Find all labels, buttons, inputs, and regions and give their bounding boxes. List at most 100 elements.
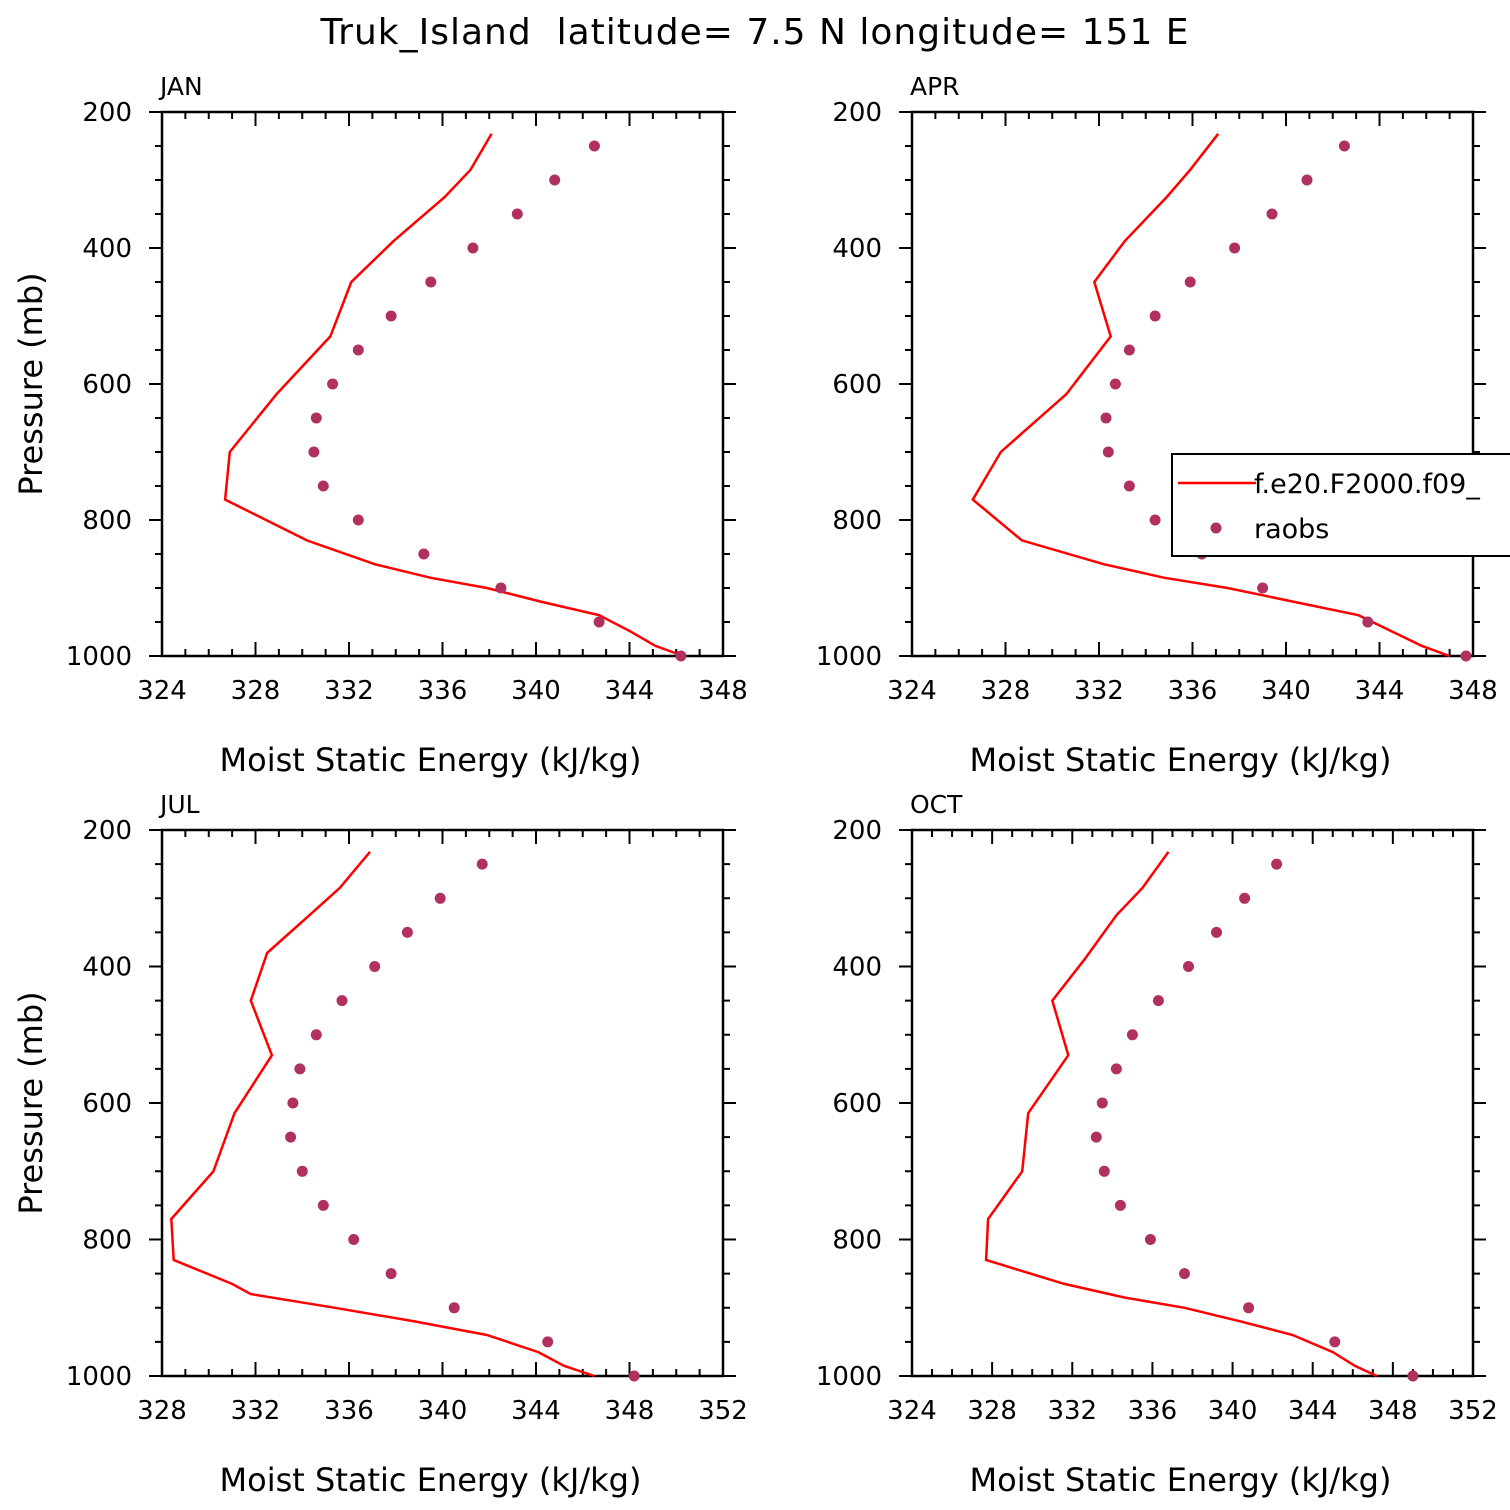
raobs-point: [1362, 616, 1374, 628]
raobs-point: [1301, 174, 1313, 186]
x-tick-label: 344: [511, 1396, 561, 1426]
raobs-point: [294, 1063, 306, 1075]
legend-box: [1171, 453, 1510, 557]
raobs-point: [287, 1097, 299, 1109]
x-tick-label: 332: [231, 1396, 281, 1426]
raobs-point: [1149, 514, 1161, 526]
legend: f.e20.F2000.f09_raobs: [1171, 453, 1510, 557]
x-tick-label: 328: [967, 1396, 1017, 1426]
series-line-model: [984, 851, 1378, 1378]
figure-title: Truk_Island latitude= 7.5 N longitude= 1…: [320, 12, 1190, 53]
x-tick-label: 332: [324, 676, 374, 706]
y-tick-label: 800: [82, 1226, 132, 1256]
raobs-point: [1338, 140, 1350, 152]
raobs-point: [308, 446, 320, 458]
y-tick-label: 800: [82, 506, 132, 536]
raobs-point: [327, 378, 339, 390]
x-tick-label: 324: [887, 1396, 937, 1426]
x-tick-label: 336: [324, 1396, 374, 1426]
panel-label: APR: [910, 72, 960, 101]
y-tick-label: 400: [832, 953, 882, 983]
x-tick-label: 340: [1261, 676, 1311, 706]
raobs-point: [511, 208, 523, 220]
raobs-point: [476, 858, 488, 870]
raobs-point: [1100, 412, 1112, 424]
raobs-point: [352, 514, 364, 526]
y-tick-label: 800: [832, 506, 882, 536]
x-tick-label: 336: [1128, 1396, 1178, 1426]
raobs-point: [348, 1234, 360, 1245]
y-tick-label: 1000: [66, 1362, 132, 1392]
raobs-point: [1098, 1165, 1110, 1177]
x-tick-label: 336: [418, 676, 468, 706]
x-tick-label: 344: [1355, 676, 1405, 706]
raobs-point: [1407, 1370, 1419, 1382]
y-tick-label: 600: [82, 370, 132, 400]
raobs-point: [385, 310, 397, 322]
raobs-point: [1257, 582, 1269, 594]
raobs-point: [1102, 446, 1114, 458]
x-tick-label: 348: [1368, 1396, 1418, 1426]
raobs-point: [310, 1029, 322, 1041]
y-tick-label: 200: [832, 98, 882, 128]
raobs-point: [1126, 1029, 1138, 1041]
raobs-point: [385, 1268, 397, 1280]
raobs-point: [549, 174, 561, 186]
plot-frame: [160, 828, 725, 1378]
raobs-point: [448, 1302, 460, 1314]
x-tick-label: 348: [1448, 676, 1498, 706]
raobs-point: [296, 1165, 308, 1177]
raobs-point: [1266, 208, 1278, 220]
raobs-point: [1144, 1234, 1156, 1245]
panel-oct: OCT 324 328 332 336 340 344 348 352 200 400 600 800 1…: [816, 790, 1498, 1499]
y-tick-label: 400: [82, 953, 132, 983]
y-tick-label: 1000: [816, 1362, 882, 1392]
y-tick-label: 400: [832, 234, 882, 264]
raobs-point: [401, 926, 413, 938]
x-tick-label: 344: [605, 676, 655, 706]
raobs-point: [425, 276, 437, 288]
x-tick-label: 328: [137, 1396, 187, 1426]
y-axis-label: Pressure (mb): [12, 272, 50, 495]
raobs-point: [369, 961, 381, 972]
panel-label: JAN: [158, 72, 203, 101]
raobs-point: [310, 412, 322, 424]
x-tick-label: 348: [698, 676, 748, 706]
raobs-point: [1211, 926, 1222, 938]
x-tick-label: 328: [231, 676, 281, 706]
legend-marker-swatch: [1210, 522, 1222, 534]
legend-label-model: f.e20.F2000.f09_: [1254, 469, 1480, 500]
raobs-point: [1183, 961, 1194, 972]
raobs-point: [495, 582, 507, 594]
x-tick-label: 332: [1074, 676, 1124, 706]
raobs-point: [1239, 892, 1251, 904]
raobs-point: [1179, 1268, 1190, 1280]
x-axis-label: Moist Static Energy (kJ/kg): [220, 741, 642, 779]
raobs-point: [317, 1199, 329, 1211]
raobs-point: [1229, 242, 1241, 254]
raobs-point: [588, 140, 600, 152]
x-tick-label: 324: [137, 676, 187, 706]
raobs-point: [434, 892, 446, 904]
x-axis-label: Moist Static Energy (kJ/kg): [970, 1461, 1392, 1499]
raobs-point: [317, 480, 329, 492]
plot-frame: [910, 110, 1475, 658]
x-tick-label: 340: [511, 676, 561, 706]
x-tick-label: 348: [605, 1396, 655, 1426]
raobs-point: [418, 548, 430, 560]
raobs-point: [1460, 650, 1472, 662]
y-tick-label: 600: [832, 1089, 882, 1119]
panel-jan: JAN 324 328 332 336 340 344 348 200 400 600 800 1000…: [12, 72, 748, 779]
raobs-point: [1243, 1302, 1255, 1314]
series-line-model: [971, 133, 1451, 658]
x-tick-label: 340: [1208, 1396, 1258, 1426]
legend-label-raobs: raobs: [1254, 514, 1329, 545]
y-tick-label: 600: [832, 370, 882, 400]
x-tick-label: 340: [418, 1396, 468, 1426]
panel-apr: APR 324 328 332 336 340 344 348 200 400 600 800 1000…: [816, 72, 1498, 779]
raobs-point: [1123, 344, 1135, 356]
x-tick-label: 328: [981, 676, 1031, 706]
raobs-point: [1096, 1097, 1108, 1109]
y-tick-label: 200: [82, 816, 132, 846]
